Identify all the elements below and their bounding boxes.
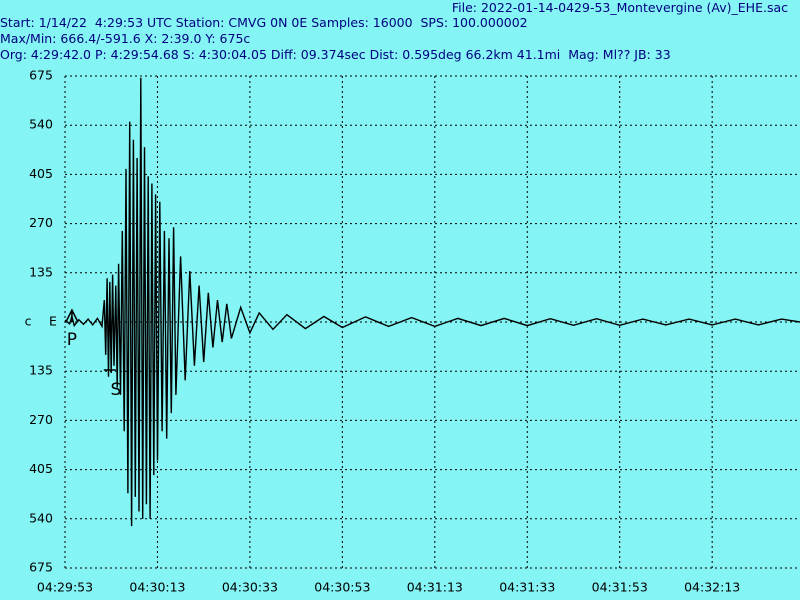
x-tick-label: 04:31:13 (407, 580, 463, 595)
max-min-info: Max/Min: 666.4/-591.6 X: 2:39.0 Y: 675c (0, 31, 251, 46)
x-tick-label: 04:30:13 (129, 580, 185, 595)
pick-label: S (110, 380, 121, 400)
origin-info: Org: 4:29:42.0 P: 4:29:54.68 S: 4:30:04.… (0, 47, 671, 62)
file-name: File: 2022-01-14-0429-53_Montevergine (A… (451, 0, 788, 15)
component-label: E (49, 314, 57, 329)
y-tick-label: 135 (29, 363, 53, 378)
y-tick-label: 405 (29, 461, 53, 476)
y-tick-label: 405 (29, 166, 53, 181)
start-info: Start: 1/14/22 4:29:53 UTC Station: CMVG… (0, 15, 528, 30)
y-tick-label: 270 (29, 412, 53, 427)
pick-label: P (67, 330, 77, 350)
x-tick-label: 04:30:33 (222, 580, 278, 595)
x-tick-label: 04:30:53 (314, 580, 370, 595)
y-tick-label: 270 (29, 215, 53, 230)
waveform (64, 77, 800, 527)
y-tick-label: 135 (29, 264, 53, 279)
x-tick-label: 04:32:13 (684, 580, 740, 595)
x-tick-label: 04:29:53 (37, 580, 93, 595)
y-tick-label: 540 (29, 510, 53, 525)
x-tick-label: 04:31:53 (592, 580, 648, 595)
y-tick-label: 675 (29, 68, 53, 83)
y-tick-label: 540 (29, 117, 53, 132)
pick-marker (65, 308, 79, 323)
channel-label: c (25, 314, 32, 329)
x-tick-label: 04:31:33 (499, 580, 555, 595)
y-tick-label: 675 (29, 560, 53, 575)
